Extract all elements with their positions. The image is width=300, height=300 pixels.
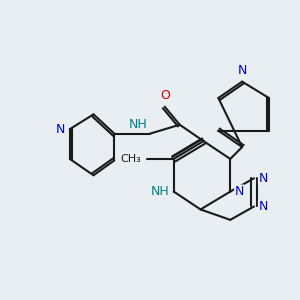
Text: N: N (238, 64, 247, 77)
Text: N: N (235, 185, 244, 198)
Text: NH: NH (151, 185, 169, 198)
Text: N: N (56, 123, 65, 136)
Text: O: O (160, 89, 170, 102)
Text: N: N (259, 200, 268, 213)
Text: NH: NH (128, 118, 147, 131)
Text: N: N (259, 172, 268, 185)
Text: CH₃: CH₃ (120, 154, 141, 164)
